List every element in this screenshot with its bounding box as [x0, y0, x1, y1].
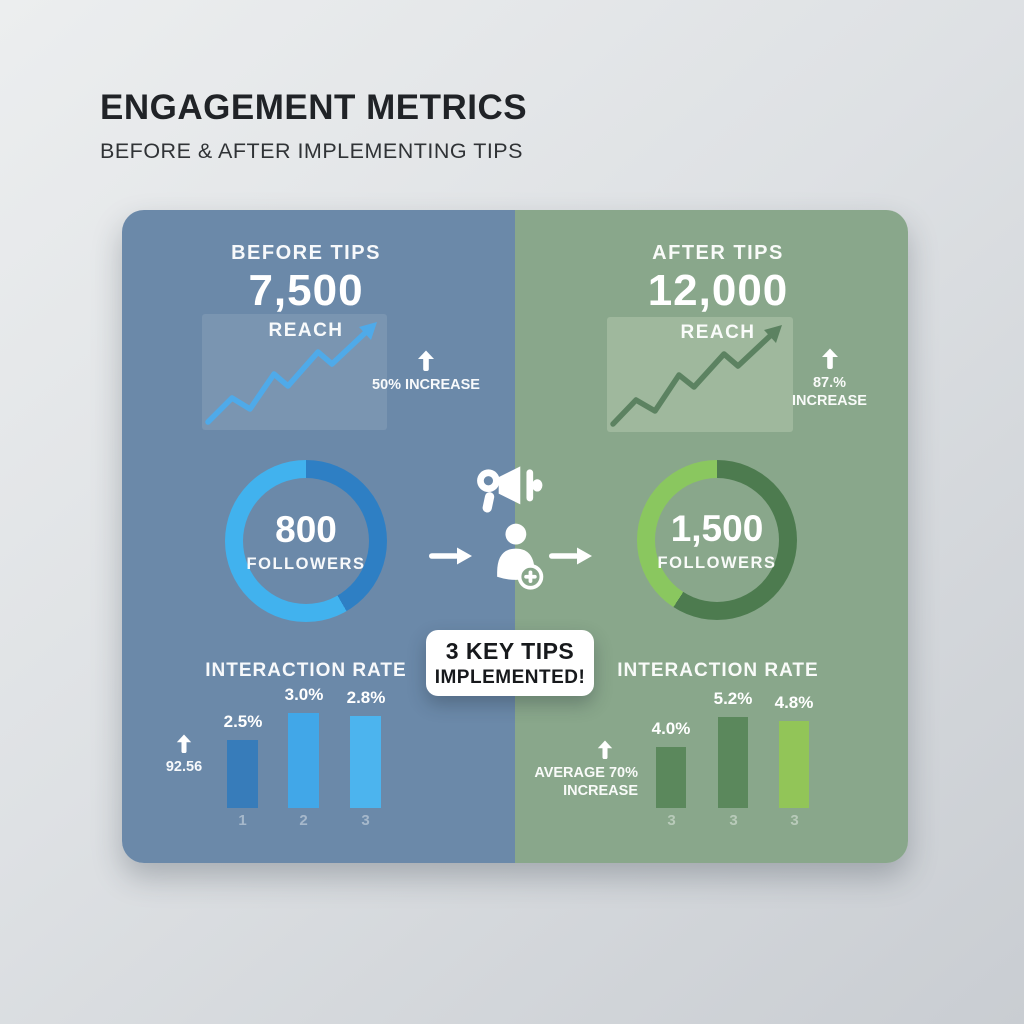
tips-callout-line1: 3 KEY TIPS	[445, 637, 575, 664]
megaphone-icon	[477, 466, 543, 513]
before-donut-center: 800 FOLLOWERS	[243, 478, 369, 604]
after-followers-label: FOLLOWERS	[657, 553, 777, 572]
after-bar-2	[718, 717, 748, 808]
after-bar-1-value: 4.0%	[651, 719, 691, 738]
before-reach-label: REACH	[268, 320, 344, 341]
after-panel-title: AFTER TIPS	[652, 242, 784, 264]
after-bar-3-xlabel: 3	[790, 812, 799, 829]
arrow-right-icon	[549, 547, 592, 565]
before-bar-1	[227, 740, 258, 808]
after-donut-center: 1,500 FOLLOWERS	[655, 478, 779, 602]
before-bar-3	[350, 716, 381, 808]
after-bar-1-xlabel: 3	[667, 812, 676, 829]
before-increase-annotation: 50% INCREASE	[365, 350, 487, 394]
before-bar-2	[288, 713, 319, 808]
line-chart-icon	[205, 322, 377, 425]
after-bar-2-value: 5.2%	[713, 689, 753, 708]
before-followers-donut: 800 FOLLOWERS	[225, 460, 387, 622]
before-reach-line-chart	[202, 314, 387, 430]
arrow-up-icon	[176, 734, 192, 753]
after-average-line1: AVERAGE 70%	[534, 765, 638, 781]
after-reach-line-chart	[607, 317, 793, 432]
after-followers-value: 1,500	[670, 507, 764, 549]
before-bar-2-value: 3.0%	[284, 685, 324, 704]
before-bar-1-value: 2.5%	[223, 712, 263, 731]
before-bar-3-xlabel: 3	[361, 812, 370, 829]
after-increase-annotation: 87.% INCREASE	[772, 348, 887, 410]
arrow-up-icon	[821, 348, 838, 369]
header: ENGAGEMENT METRICS BEFORE & AFTER IMPLEM…	[100, 88, 527, 164]
before-followers-label: FOLLOWERS	[246, 554, 366, 573]
arrow-right-icon	[429, 547, 472, 565]
after-reach-label: REACH	[680, 322, 756, 343]
after-increase-word: INCREASE	[792, 393, 867, 409]
arrow-up-icon	[418, 350, 434, 371]
before-interaction-rate-title: INTERACTION RATE	[205, 660, 407, 681]
tips-callout-line2: IMPLEMENTED!	[434, 666, 586, 688]
before-increase-text: 50% INCREASE	[372, 377, 480, 393]
after-reach-value: 12,000	[647, 266, 789, 315]
after-increase-pct: 87.%	[812, 375, 847, 391]
after-bar-3-value: 4.8%	[774, 693, 814, 712]
after-bar-2-xlabel: 3	[729, 812, 738, 829]
after-average-annotation: AVERAGE 70% INCREASE	[518, 740, 638, 800]
after-interaction-rate-title: INTERACTION RATE	[617, 660, 819, 681]
before-bar-1-xlabel: 1	[238, 812, 247, 829]
before-average-annotation: 92.56	[142, 734, 226, 776]
line-chart-icon	[610, 325, 782, 427]
before-reach-value: 7,500	[248, 266, 364, 315]
page-subtitle: BEFORE & AFTER IMPLEMENTING TIPS	[100, 139, 523, 163]
tips-callout: 3 KEY TIPS IMPLEMENTED!	[426, 630, 594, 696]
page-title: ENGAGEMENT METRICS	[100, 88, 528, 127]
before-bar-2-xlabel: 2	[299, 812, 308, 829]
before-followers-value: 800	[275, 508, 337, 550]
add-follower-icon	[497, 523, 544, 590]
before-average-text: 92.56	[165, 759, 203, 775]
before-bar-3-value: 2.8%	[346, 688, 386, 707]
arrow-up-icon	[597, 740, 613, 759]
after-average-line2: INCREASE	[563, 783, 638, 799]
after-bar-3	[779, 721, 809, 808]
after-bar-1	[656, 747, 686, 808]
after-followers-donut: 1,500 FOLLOWERS	[637, 460, 797, 620]
before-panel-title: BEFORE TIPS	[231, 242, 381, 264]
infographic-card: BEFORE TIPS 7,500 REACH 50% INCREASE 800…	[122, 210, 908, 863]
